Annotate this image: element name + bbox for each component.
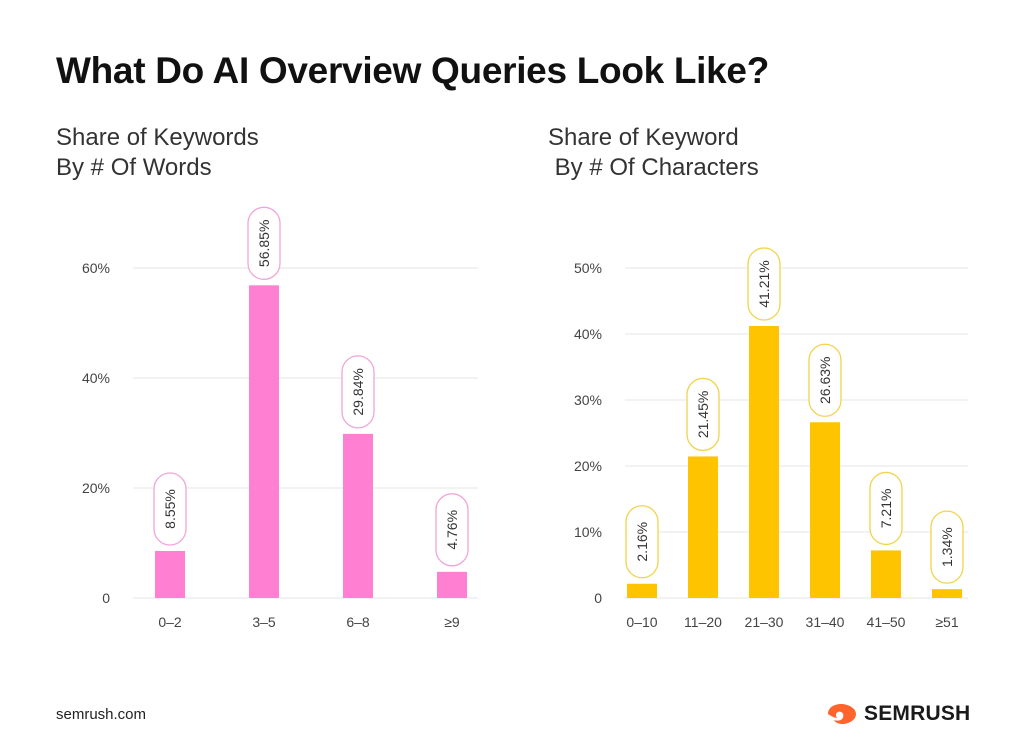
y-tick-label: 20%: [82, 480, 110, 496]
data-label-pill: [869, 471, 903, 546]
data-label: 56.85%: [256, 220, 272, 267]
data-label: 7.21%: [878, 489, 894, 529]
x-tick-label: 31–40: [806, 614, 845, 630]
y-tick-label: 30%: [574, 392, 602, 408]
x-tick-label: 6–8: [346, 614, 370, 630]
data-label: 8.55%: [162, 489, 178, 529]
data-label: 26.63%: [817, 356, 833, 403]
bar: [343, 433, 373, 598]
bar: [749, 326, 779, 598]
data-label: 2.16%: [634, 522, 650, 562]
data-label-pill: [247, 206, 281, 280]
brand-logo: SEMRUSH: [826, 702, 970, 726]
y-tick-label: 0: [594, 590, 602, 606]
data-label: 1.34%: [939, 527, 955, 567]
y-tick-label: 50%: [574, 260, 602, 276]
bar: [249, 285, 279, 598]
chart-title-characters: Share of Keyword By # Of Characters: [548, 124, 759, 181]
data-label: 41.21%: [756, 260, 772, 307]
x-tick-label: 21–30: [745, 614, 784, 630]
bar: [932, 589, 962, 598]
x-tick-label: ≥9: [444, 614, 460, 630]
bar: [810, 422, 840, 598]
x-tick-label: 3–5: [252, 614, 276, 630]
bar: [437, 571, 467, 598]
data-label-pill: [153, 472, 187, 546]
page-title: What Do AI Overview Queries Look Like?: [56, 50, 770, 91]
x-tick-label: 0–10: [626, 614, 657, 630]
data-label-pill: [625, 505, 659, 579]
footer-url: semrush.com: [56, 706, 147, 723]
y-tick-label: 60%: [82, 260, 110, 276]
x-tick-label: 41–50: [867, 614, 906, 630]
bar: [155, 550, 185, 598]
y-tick-label: 0: [102, 590, 110, 606]
y-tick-label: 10%: [574, 524, 602, 540]
data-label-pill: [341, 355, 375, 429]
y-tick-label: 20%: [574, 458, 602, 474]
x-tick-label: 0–2: [158, 614, 182, 630]
data-label-pill: [747, 247, 781, 321]
data-label: 29.84%: [350, 368, 366, 415]
data-label-pill: [686, 377, 720, 452]
bar: [688, 456, 718, 598]
y-tick-label: 40%: [574, 326, 602, 342]
bar: [627, 583, 657, 598]
y-tick-label: 40%: [82, 370, 110, 386]
data-label: 21.45%: [695, 391, 711, 438]
brand-name: SEMRUSH: [864, 702, 971, 725]
data-label-pill: [808, 343, 842, 417]
bar: [871, 550, 901, 598]
data-label-pill: [435, 493, 469, 567]
data-label: 4.76%: [444, 510, 460, 550]
x-tick-label: ≥51: [935, 614, 958, 630]
semrush-fire-icon: [828, 704, 856, 724]
x-tick-label: 11–20: [684, 614, 722, 630]
chart-title-words: Share of Keywords By # Of Words: [56, 124, 259, 181]
data-label-pill: [930, 510, 964, 584]
